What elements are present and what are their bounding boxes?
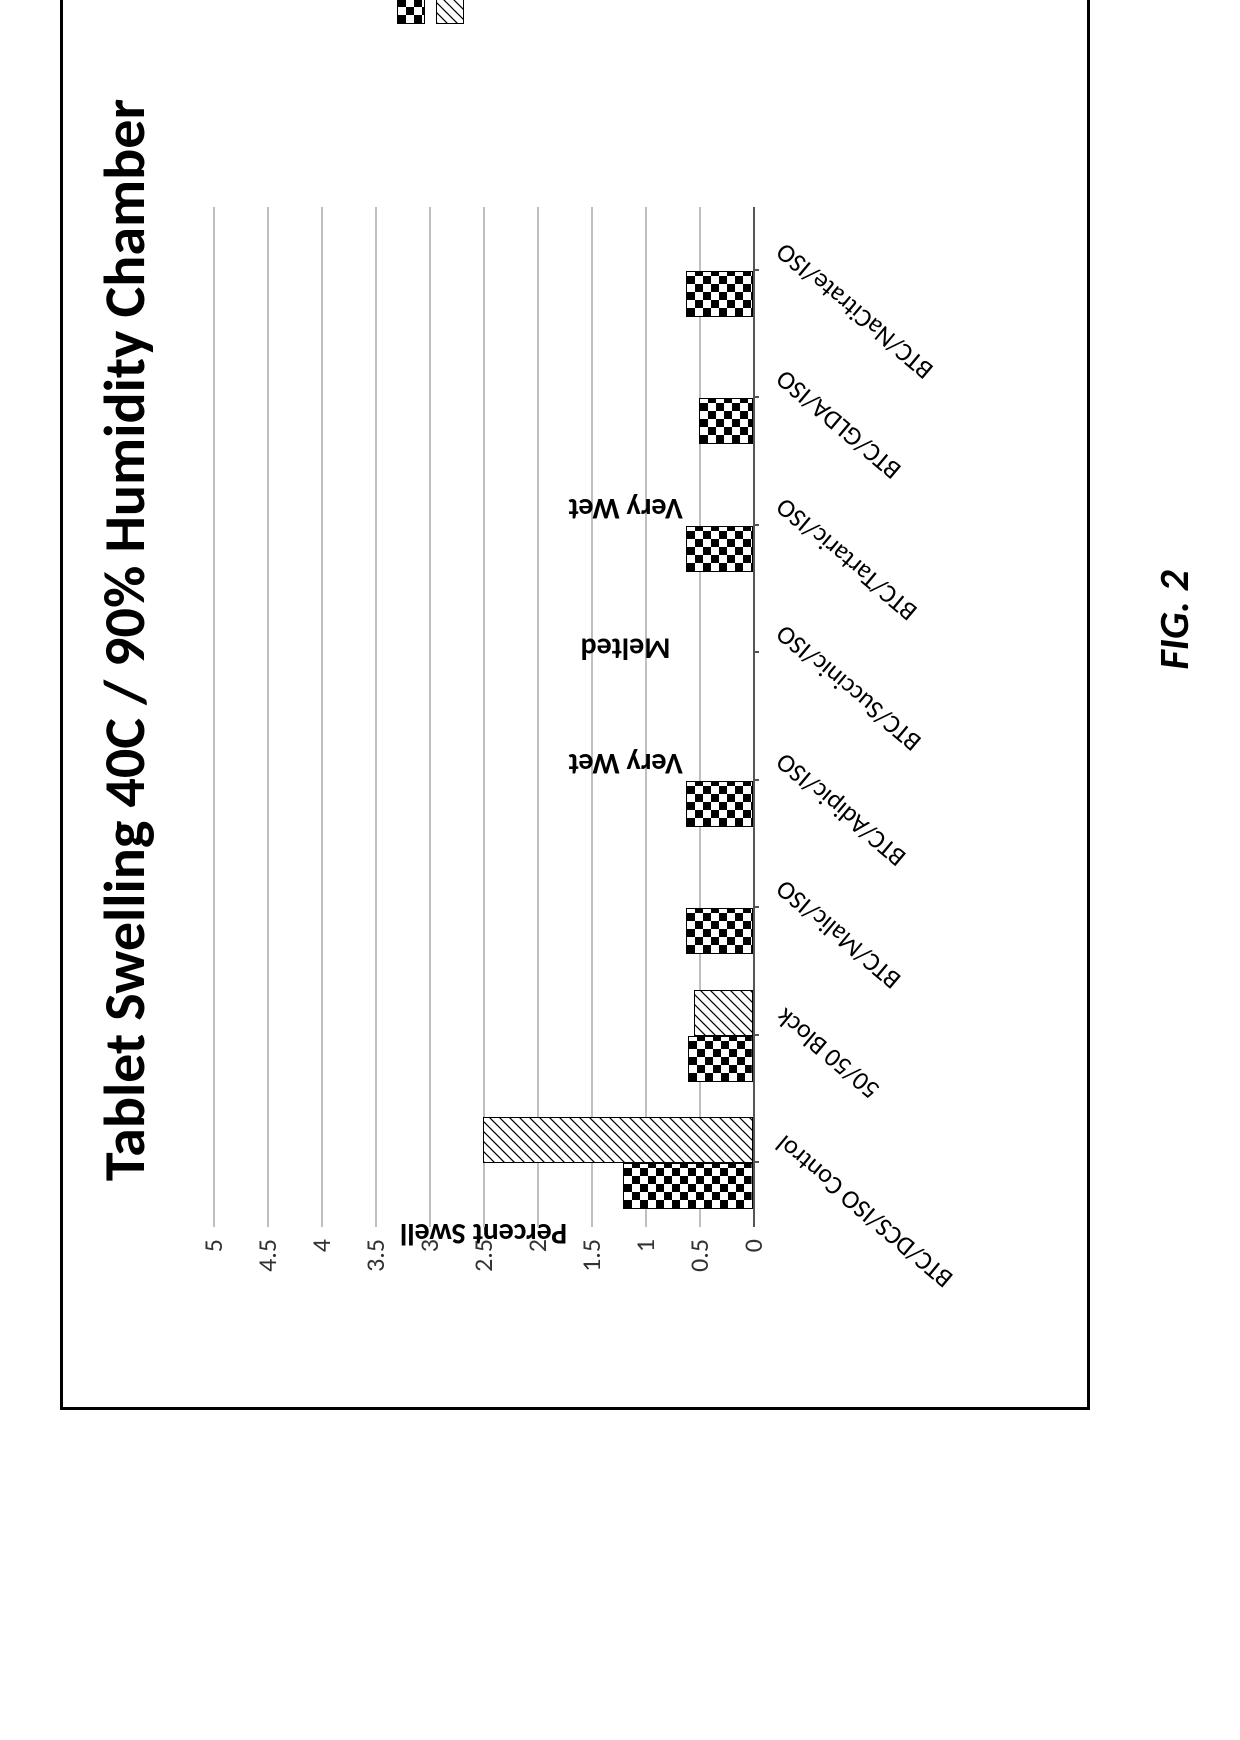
y-tick-label: 0 bbox=[737, 1239, 769, 1299]
x-tick bbox=[753, 906, 759, 908]
y-tick-label: 4 bbox=[305, 1239, 337, 1299]
y-tick-label: 5 bbox=[197, 1239, 229, 1299]
x-tick bbox=[753, 269, 759, 271]
gridline bbox=[429, 207, 431, 1227]
bar bbox=[699, 398, 753, 444]
x-tick bbox=[753, 651, 759, 653]
gridline bbox=[213, 207, 215, 1227]
legend-item: wk1 % bbox=[393, 0, 428, 24]
gridline bbox=[321, 207, 323, 1227]
gridline bbox=[591, 207, 593, 1227]
bar-annotation: Melted bbox=[581, 630, 671, 667]
y-tick-label: 4.5 bbox=[251, 1239, 283, 1299]
gridline bbox=[375, 207, 377, 1227]
x-tick bbox=[753, 524, 759, 526]
x-tick-label: BTC/NaCitrate/ISO bbox=[769, 236, 1019, 453]
bar bbox=[686, 526, 753, 572]
y-tick-label: 3.5 bbox=[359, 1239, 391, 1299]
bar bbox=[483, 1117, 753, 1163]
bar bbox=[686, 271, 753, 317]
chart-frame: Tablet Swelling 40C / 90% Humidity Chamb… bbox=[60, 0, 1090, 1410]
chart-title: Tablet Swelling 40C / 90% Humidity Chamb… bbox=[89, 0, 160, 1407]
y-tick-label: 2.5 bbox=[467, 1239, 499, 1299]
gridline bbox=[267, 207, 269, 1227]
bar bbox=[623, 1163, 753, 1209]
y-tick-label: 1 bbox=[629, 1239, 661, 1299]
bar-annotation: Very Wet bbox=[568, 745, 683, 782]
legend-swatch bbox=[436, 0, 464, 24]
legend-swatch bbox=[397, 0, 425, 24]
gridline bbox=[537, 207, 539, 1227]
x-tick-label: BTC/Succinic/ISO bbox=[769, 619, 1019, 836]
figure-caption: FIG. 2 bbox=[1149, 0, 1200, 1490]
bar bbox=[686, 908, 753, 954]
bar bbox=[694, 990, 753, 1036]
gridline bbox=[483, 207, 485, 1227]
bar bbox=[686, 781, 753, 827]
x-tick-label: BTC/GLDA/ISO bbox=[769, 364, 1019, 581]
y-tick-label: 3 bbox=[413, 1239, 445, 1299]
legend-item: wk2% bbox=[432, 0, 467, 24]
gridline bbox=[645, 207, 647, 1227]
y-tick-label: 2 bbox=[521, 1239, 553, 1299]
x-tick bbox=[753, 779, 759, 781]
y-tick-label: 0.5 bbox=[683, 1239, 715, 1299]
bar-annotation: Very Wet bbox=[568, 490, 683, 527]
x-tick-label: BTC/DCS/ISO Control bbox=[769, 1129, 1019, 1346]
x-tick-label: BTC/Malic/ISO bbox=[769, 874, 1019, 1091]
x-tick bbox=[753, 396, 759, 398]
legend: wk1 %wk2% bbox=[393, 0, 471, 24]
plot-area: 00.511.522.533.544.55BTC/DCS/ISO Control… bbox=[213, 207, 755, 1227]
y-tick-label: 1.5 bbox=[575, 1239, 607, 1299]
bar bbox=[688, 1036, 753, 1082]
